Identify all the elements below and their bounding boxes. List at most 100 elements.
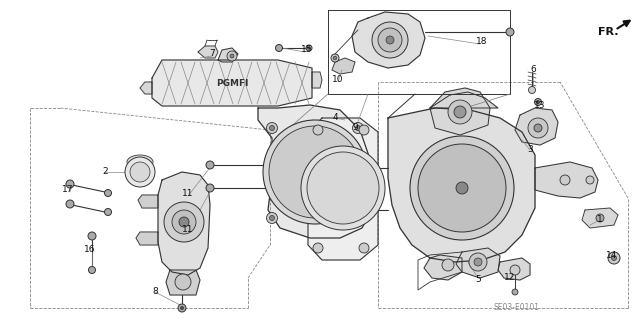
Text: 2: 2 bbox=[102, 167, 108, 176]
Circle shape bbox=[474, 258, 482, 266]
Circle shape bbox=[180, 307, 184, 309]
Circle shape bbox=[104, 209, 111, 216]
Circle shape bbox=[269, 216, 275, 220]
Circle shape bbox=[469, 253, 487, 271]
Circle shape bbox=[359, 125, 369, 135]
Circle shape bbox=[313, 125, 323, 135]
Circle shape bbox=[269, 125, 275, 130]
Text: 8: 8 bbox=[152, 287, 158, 296]
Text: 9: 9 bbox=[352, 123, 358, 132]
Circle shape bbox=[534, 99, 541, 106]
Text: 13: 13 bbox=[534, 101, 546, 110]
Text: 11: 11 bbox=[182, 189, 194, 198]
Circle shape bbox=[275, 44, 282, 51]
Circle shape bbox=[596, 214, 604, 222]
Circle shape bbox=[355, 125, 360, 130]
Circle shape bbox=[608, 252, 620, 264]
Polygon shape bbox=[140, 82, 152, 94]
Polygon shape bbox=[258, 105, 372, 238]
Text: 4: 4 bbox=[332, 114, 338, 122]
Circle shape bbox=[308, 47, 310, 49]
Circle shape bbox=[372, 22, 408, 58]
Circle shape bbox=[263, 120, 367, 224]
Circle shape bbox=[175, 274, 191, 290]
Circle shape bbox=[506, 28, 514, 36]
Circle shape bbox=[333, 56, 337, 60]
Circle shape bbox=[313, 243, 323, 253]
Circle shape bbox=[331, 54, 339, 62]
Text: PGMFI: PGMFI bbox=[216, 79, 248, 88]
Circle shape bbox=[510, 265, 520, 275]
Polygon shape bbox=[138, 195, 158, 208]
Circle shape bbox=[178, 304, 186, 312]
Circle shape bbox=[586, 176, 594, 184]
Circle shape bbox=[206, 161, 214, 169]
Text: 11: 11 bbox=[182, 226, 194, 234]
Ellipse shape bbox=[127, 155, 153, 169]
Circle shape bbox=[306, 45, 312, 51]
Polygon shape bbox=[218, 48, 238, 62]
Text: 17: 17 bbox=[62, 186, 74, 195]
Circle shape bbox=[456, 182, 468, 194]
Polygon shape bbox=[308, 118, 378, 260]
Circle shape bbox=[266, 212, 278, 224]
Circle shape bbox=[104, 189, 111, 197]
Polygon shape bbox=[424, 255, 462, 280]
Circle shape bbox=[164, 202, 204, 242]
Circle shape bbox=[66, 200, 74, 208]
Polygon shape bbox=[456, 248, 500, 278]
Text: 1: 1 bbox=[597, 216, 603, 225]
Circle shape bbox=[418, 144, 506, 232]
Polygon shape bbox=[312, 72, 322, 88]
Circle shape bbox=[353, 212, 364, 224]
Polygon shape bbox=[430, 92, 498, 108]
Circle shape bbox=[307, 152, 379, 224]
Polygon shape bbox=[352, 12, 425, 68]
Circle shape bbox=[378, 28, 402, 52]
Text: 10: 10 bbox=[332, 76, 344, 85]
Text: 12: 12 bbox=[504, 273, 516, 283]
Circle shape bbox=[355, 216, 360, 220]
Circle shape bbox=[454, 106, 466, 118]
Polygon shape bbox=[198, 46, 218, 58]
Circle shape bbox=[528, 118, 548, 138]
Polygon shape bbox=[166, 270, 200, 295]
Circle shape bbox=[88, 266, 95, 273]
Circle shape bbox=[66, 180, 74, 188]
Polygon shape bbox=[136, 232, 158, 245]
Circle shape bbox=[206, 184, 214, 192]
Polygon shape bbox=[430, 88, 490, 135]
Text: 3: 3 bbox=[527, 145, 533, 154]
Circle shape bbox=[359, 243, 369, 253]
Text: 5: 5 bbox=[475, 276, 481, 285]
Text: 6: 6 bbox=[530, 65, 536, 75]
Circle shape bbox=[512, 289, 518, 295]
Circle shape bbox=[560, 175, 570, 185]
Circle shape bbox=[125, 157, 155, 187]
Circle shape bbox=[179, 217, 189, 227]
Circle shape bbox=[230, 54, 234, 58]
Circle shape bbox=[529, 86, 536, 93]
Polygon shape bbox=[515, 108, 558, 145]
Circle shape bbox=[534, 124, 542, 132]
Text: 18: 18 bbox=[476, 38, 488, 47]
Text: 15: 15 bbox=[301, 46, 313, 55]
Circle shape bbox=[172, 210, 196, 234]
Polygon shape bbox=[388, 108, 535, 262]
Polygon shape bbox=[535, 162, 598, 198]
Circle shape bbox=[410, 136, 514, 240]
Circle shape bbox=[448, 100, 472, 124]
Circle shape bbox=[130, 162, 150, 182]
Polygon shape bbox=[332, 58, 355, 74]
Circle shape bbox=[227, 51, 237, 61]
Circle shape bbox=[269, 126, 361, 218]
Text: 16: 16 bbox=[84, 246, 96, 255]
Text: FR.: FR. bbox=[598, 27, 618, 37]
Circle shape bbox=[266, 122, 278, 133]
Text: 7: 7 bbox=[209, 49, 215, 58]
Polygon shape bbox=[152, 60, 312, 106]
Polygon shape bbox=[158, 172, 210, 275]
Ellipse shape bbox=[131, 158, 149, 166]
Circle shape bbox=[611, 256, 616, 261]
Text: SE03-E0101: SE03-E0101 bbox=[493, 303, 539, 313]
